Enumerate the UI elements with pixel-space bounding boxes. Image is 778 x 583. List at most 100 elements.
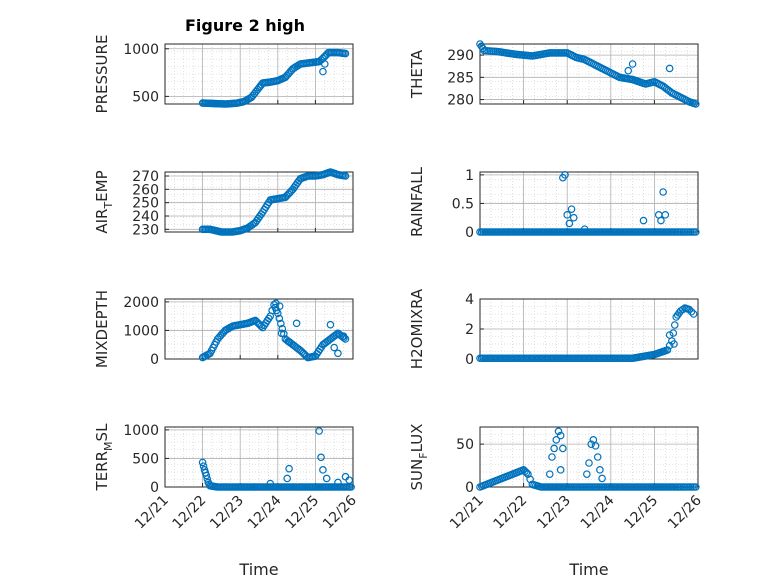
axes-box-theta — [479, 43, 699, 105]
series-air_temp — [198, 168, 350, 236]
y-label-rest: SL — [93, 423, 111, 442]
y-tick-label: 0 — [150, 480, 159, 496]
data-point — [320, 60, 329, 68]
x-tick-label: 12/24 — [245, 492, 285, 532]
y-tick-label: 0 — [465, 352, 474, 368]
data-point — [593, 453, 602, 461]
y-tick-label: 4 — [465, 292, 474, 308]
data-point — [341, 49, 350, 58]
grid-theta — [480, 44, 698, 104]
y-label-main: AIR — [93, 209, 111, 234]
data-point — [685, 305, 694, 314]
x-tick-label: 12/21 — [447, 493, 487, 533]
data-point — [639, 216, 648, 225]
data-point — [317, 453, 325, 462]
data-point — [687, 307, 696, 316]
data-point — [567, 205, 576, 213]
data-point — [275, 302, 284, 310]
y-tick-label: 0 — [150, 352, 159, 368]
data-point — [569, 213, 578, 222]
y-axis-label: MIXDEPTH — [93, 290, 111, 368]
data-point — [689, 310, 698, 318]
x-axis-label: Time — [568, 560, 608, 579]
data-point — [326, 320, 335, 329]
x-axis-label: Time — [238, 560, 278, 579]
data-point — [583, 470, 591, 478]
data-point — [319, 466, 327, 474]
series-h2omixra — [476, 304, 698, 363]
y-tick-label: 1 — [465, 168, 474, 184]
data-point — [334, 478, 342, 487]
y-tick-label: 280 — [447, 93, 474, 109]
data-point — [628, 60, 637, 68]
y-tick-label: 0.5 — [452, 196, 474, 212]
y-tick-label: 260 — [132, 182, 159, 198]
y-axis-label: H2OMIXRA — [408, 288, 426, 369]
y-tick-label: 0 — [465, 225, 474, 241]
y-label-main: TERR — [93, 451, 111, 492]
data-point — [275, 314, 284, 323]
series-pressure — [198, 48, 350, 108]
data-point — [596, 466, 604, 474]
data-point — [273, 309, 282, 318]
data-point — [199, 462, 208, 470]
y-axis-label: TERRMSL — [93, 423, 115, 492]
x-tick-label: 12/22 — [170, 493, 210, 533]
data-point — [341, 172, 350, 180]
y-tick-label: 500 — [132, 89, 159, 105]
data-point — [659, 188, 667, 196]
axes-box-air_temp — [164, 171, 354, 233]
y-label-rest: LUX — [408, 424, 426, 453]
data-point — [556, 466, 565, 474]
data-point — [345, 476, 354, 484]
data-point — [598, 474, 606, 483]
data-point — [550, 444, 558, 453]
y-label-main: SUN — [408, 459, 426, 491]
data-point — [554, 427, 563, 436]
y-label-sub: M — [102, 441, 115, 451]
data-point — [580, 225, 589, 233]
data-point — [692, 483, 700, 491]
x-tick-label: 12/25 — [282, 493, 322, 533]
data-point — [665, 341, 674, 350]
x-tick-label: 12/21 — [132, 493, 172, 533]
data-point — [556, 431, 565, 440]
data-point — [285, 464, 293, 473]
figure-title: Figure 2 high — [185, 16, 305, 35]
x-tick-label: 12/25 — [621, 493, 661, 533]
data-point — [587, 440, 595, 448]
y-tick-label: 500 — [132, 451, 159, 467]
data-point — [285, 338, 293, 346]
data-point — [278, 324, 287, 333]
data-point — [266, 479, 275, 488]
y-tick-label: 240 — [132, 209, 159, 225]
y-tick-label: 1000 — [123, 423, 159, 439]
data-point — [585, 459, 593, 467]
data-point — [665, 331, 674, 339]
data-point — [563, 211, 572, 219]
data-point — [548, 453, 556, 461]
subplot-rainfall: 0 0.5 1 RAINFALL — [408, 166, 700, 241]
y-axis-label: AIRTEMP — [93, 170, 115, 233]
grid-rainfall — [480, 172, 698, 233]
data-point — [692, 228, 700, 236]
series-rainfall — [476, 171, 700, 236]
y-tick-label: 50 — [456, 437, 474, 453]
data-point — [692, 100, 700, 108]
y-tick-label: 0 — [465, 480, 474, 496]
y-tick-label: 1000 — [123, 42, 159, 58]
y-tick-label: 285 — [447, 70, 474, 86]
data-point — [661, 211, 670, 219]
y-axis-label: SUNFLUX — [408, 424, 430, 491]
y-tick-label: 290 — [447, 48, 474, 64]
data-point — [315, 427, 323, 435]
data-point — [292, 319, 301, 328]
x-tick-label: 12/23 — [207, 493, 247, 533]
series-mixdepth — [198, 299, 350, 362]
y-tick-label: 2000 — [123, 295, 159, 311]
data-point — [669, 329, 678, 337]
x-tick-label: 12/23 — [534, 493, 574, 533]
